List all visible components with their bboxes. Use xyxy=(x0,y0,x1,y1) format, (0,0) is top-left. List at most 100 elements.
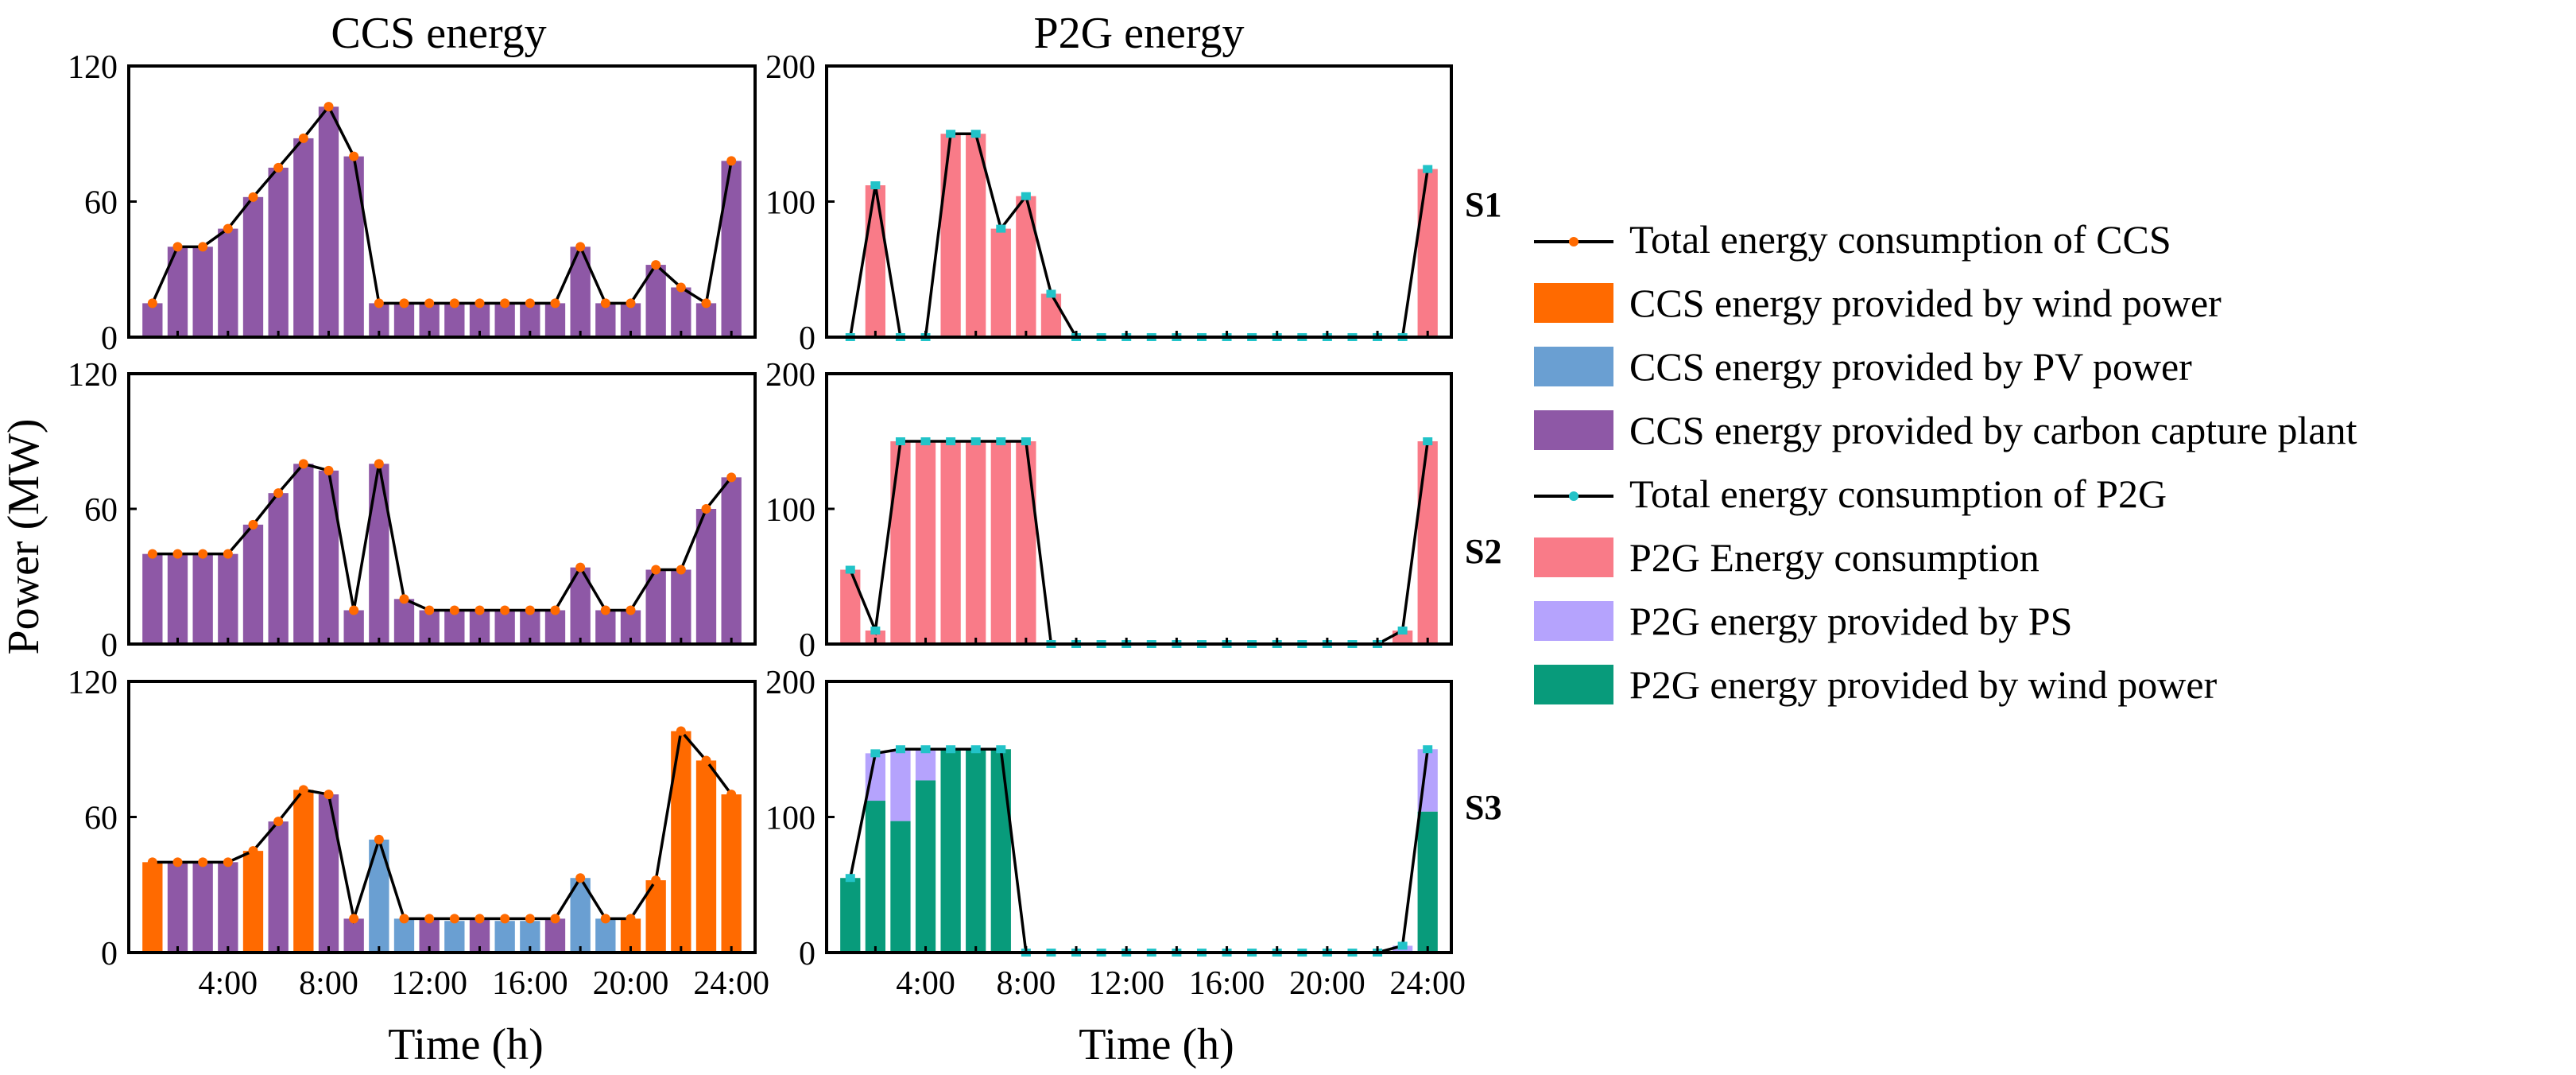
total-point-s1-ccs-h22 xyxy=(676,282,686,293)
bar-s3-ccs-s2-h3 xyxy=(192,862,213,953)
total-line-s1-ccs xyxy=(151,103,733,306)
total-point-s3-ccs-h4 xyxy=(223,857,233,867)
bar-s2-p2g-s0-h1 xyxy=(840,569,861,644)
total-point-s1-ccs-h16 xyxy=(525,298,535,309)
total-point-s3-ccs-h14 xyxy=(475,914,485,924)
ytick-label-s1-ccs-60: 60 xyxy=(84,185,118,222)
bar-s3-ccs-s2-h17 xyxy=(544,918,566,953)
xtick-label-s3-p2g-24: 24:00 xyxy=(1389,965,1466,1002)
bar-s3-p2g-s0-h5 xyxy=(940,749,961,953)
total-point-s3-ccs-h24 xyxy=(726,790,737,800)
legend-box-swatch-6 xyxy=(1534,601,1613,641)
total-point-s3-ccs-h2 xyxy=(172,857,183,867)
bar-s1-ccs-s0-h6 xyxy=(268,167,289,338)
total-point-s3-ccs-h17 xyxy=(550,914,560,924)
total-point-s1-ccs-h20 xyxy=(626,298,636,309)
total-point-s3-ccs-h12 xyxy=(424,914,435,924)
total-point-s1-ccs-h10 xyxy=(374,298,384,309)
total-point-s1-ccs-h18 xyxy=(575,242,586,252)
total-point-s2-ccs-h12 xyxy=(424,605,435,615)
bar-s2-ccs-s0-h8 xyxy=(318,470,339,644)
total-point-s1-ccs-h23 xyxy=(701,298,711,309)
total-point-s1-ccs-h1 xyxy=(147,298,157,309)
bar-s2-ccs-s0-h13 xyxy=(444,610,465,644)
total-point-s2-ccs-h18 xyxy=(575,562,586,572)
bar-s1-ccs-s0-h9 xyxy=(343,156,364,337)
ytick-label-s3-ccs-120: 120 xyxy=(68,665,118,701)
total-point-s2-ccs-h15 xyxy=(500,605,510,615)
bar-s2-p2g-s0-h24 xyxy=(1417,441,1438,644)
total-point-s3-ccs-h19 xyxy=(600,914,610,924)
xtick-label-s3-p2g-20: 20:00 xyxy=(1289,965,1365,1002)
xtick-label-s3-ccs-4: 4:00 xyxy=(198,965,258,1002)
total-point-s2-ccs-h3 xyxy=(198,549,208,559)
bar-s2-ccs-s0-h4 xyxy=(218,553,238,644)
x-axis-label-p2g: Time (h) xyxy=(1079,1020,1234,1069)
legend-item-5: P2G Energy consumption xyxy=(1534,535,2039,580)
bar-s1-ccs-s0-h24 xyxy=(721,161,742,337)
total-point-s1-ccs-h13 xyxy=(449,298,459,309)
bar-s1-p2g-s0-h2 xyxy=(865,185,886,337)
xtick-label-s3-ccs-16: 16:00 xyxy=(492,965,568,1002)
total-point-s2-p2g-h3 xyxy=(895,437,905,445)
total-point-s2-ccs-h10 xyxy=(374,459,384,469)
total-point-s2-ccs-h16 xyxy=(525,605,535,615)
bar-s1-ccs-s0-h17 xyxy=(544,303,566,338)
bar-s3-p2g-s1-h3 xyxy=(890,749,911,821)
ytick-label-s3-p2g-200: 200 xyxy=(765,665,815,701)
bar-s3-ccs-s1-h15 xyxy=(494,921,515,953)
ytick-label-s2-p2g-200: 200 xyxy=(765,357,815,394)
total-point-s2-ccs-h13 xyxy=(449,605,459,615)
ytick-label-s2-p2g-0: 0 xyxy=(799,627,815,664)
bar-s2-p2g-s0-h8 xyxy=(1016,441,1036,644)
total-point-s1-ccs-h17 xyxy=(550,298,560,309)
bar-s1-p2g-s0-h6 xyxy=(966,134,986,337)
xtick-label-s3-p2g-12: 12:00 xyxy=(1088,965,1164,1002)
total-point-s3-ccs-h20 xyxy=(626,914,636,924)
bar-s1-p2g-s0-h7 xyxy=(990,228,1011,337)
total-point-s2-ccs-h24 xyxy=(726,472,737,483)
legend-item-0: Total energy consumption of CCS xyxy=(1534,217,2171,262)
legend-item-7: P2G energy provided by wind power xyxy=(1534,662,2218,707)
total-point-s1-p2g-h9 xyxy=(1046,289,1056,298)
row-label-s1: S1 xyxy=(1465,185,1501,224)
legend-marker-0 xyxy=(1569,237,1579,246)
total-point-s3-ccs-h3 xyxy=(198,857,208,867)
bar-s3-ccs-s2-h2 xyxy=(167,862,188,953)
bar-s1-ccs-s0-h5 xyxy=(242,196,264,337)
bar-s1-p2g-s0-h8 xyxy=(1016,196,1036,337)
total-point-s3-ccs-h5 xyxy=(248,846,258,856)
xtick-label-s3-ccs-8: 8:00 xyxy=(299,965,358,1002)
bar-s3-ccs-s0-h23 xyxy=(695,760,717,953)
total-point-s1-p2g-h5 xyxy=(946,130,956,138)
bar-s3-p2g-s0-h1 xyxy=(840,878,861,953)
ytick-label-s3-p2g-100: 100 xyxy=(765,801,815,837)
legend-item-6: P2G energy provided by PS xyxy=(1534,599,2072,643)
total-point-s2-ccs-h19 xyxy=(600,605,610,615)
legend-box-swatch-5 xyxy=(1534,538,1613,577)
total-point-s3-ccs-h18 xyxy=(575,873,586,883)
legend-item-4: Total energy consumption of P2G xyxy=(1534,472,2167,516)
total-point-s2-ccs-h2 xyxy=(172,549,183,559)
bar-s3-p2g-s0-h7 xyxy=(990,749,1011,953)
bar-s2-ccs-s0-h7 xyxy=(293,464,314,644)
ytick-label-s2-ccs-0: 0 xyxy=(101,627,118,664)
total-point-s3-ccs-h21 xyxy=(651,875,661,886)
bar-s3-p2g-s0-h3 xyxy=(890,821,911,953)
panel-s3-p2g: 0 100 200 4:00 8:00 12:00 16:00 20:00 24:00 xyxy=(765,665,1466,1002)
total-point-s1-ccs-h11 xyxy=(399,298,409,309)
ytick-label-s2-ccs-120: 120 xyxy=(68,357,118,394)
p2g-column-title: P2G energy xyxy=(1034,9,1245,58)
legend-box-swatch-2 xyxy=(1534,347,1613,386)
row-label-s3: S3 xyxy=(1465,788,1501,827)
bar-s3-p2g-s1-h4 xyxy=(915,749,936,781)
total-point-s1-p2g-h2 xyxy=(870,181,881,190)
total-point-s2-p2g-h4 xyxy=(920,437,931,445)
bar-s3-ccs-s0-h5 xyxy=(242,851,264,953)
legend-label-7: P2G energy provided by wind power xyxy=(1629,662,2218,707)
bar-s3-ccs-s0-h1 xyxy=(142,862,163,953)
total-point-s2-ccs-h1 xyxy=(147,549,157,559)
total-point-s3-ccs-h10 xyxy=(374,834,384,844)
bar-s1-ccs-s0-h13 xyxy=(444,303,465,338)
